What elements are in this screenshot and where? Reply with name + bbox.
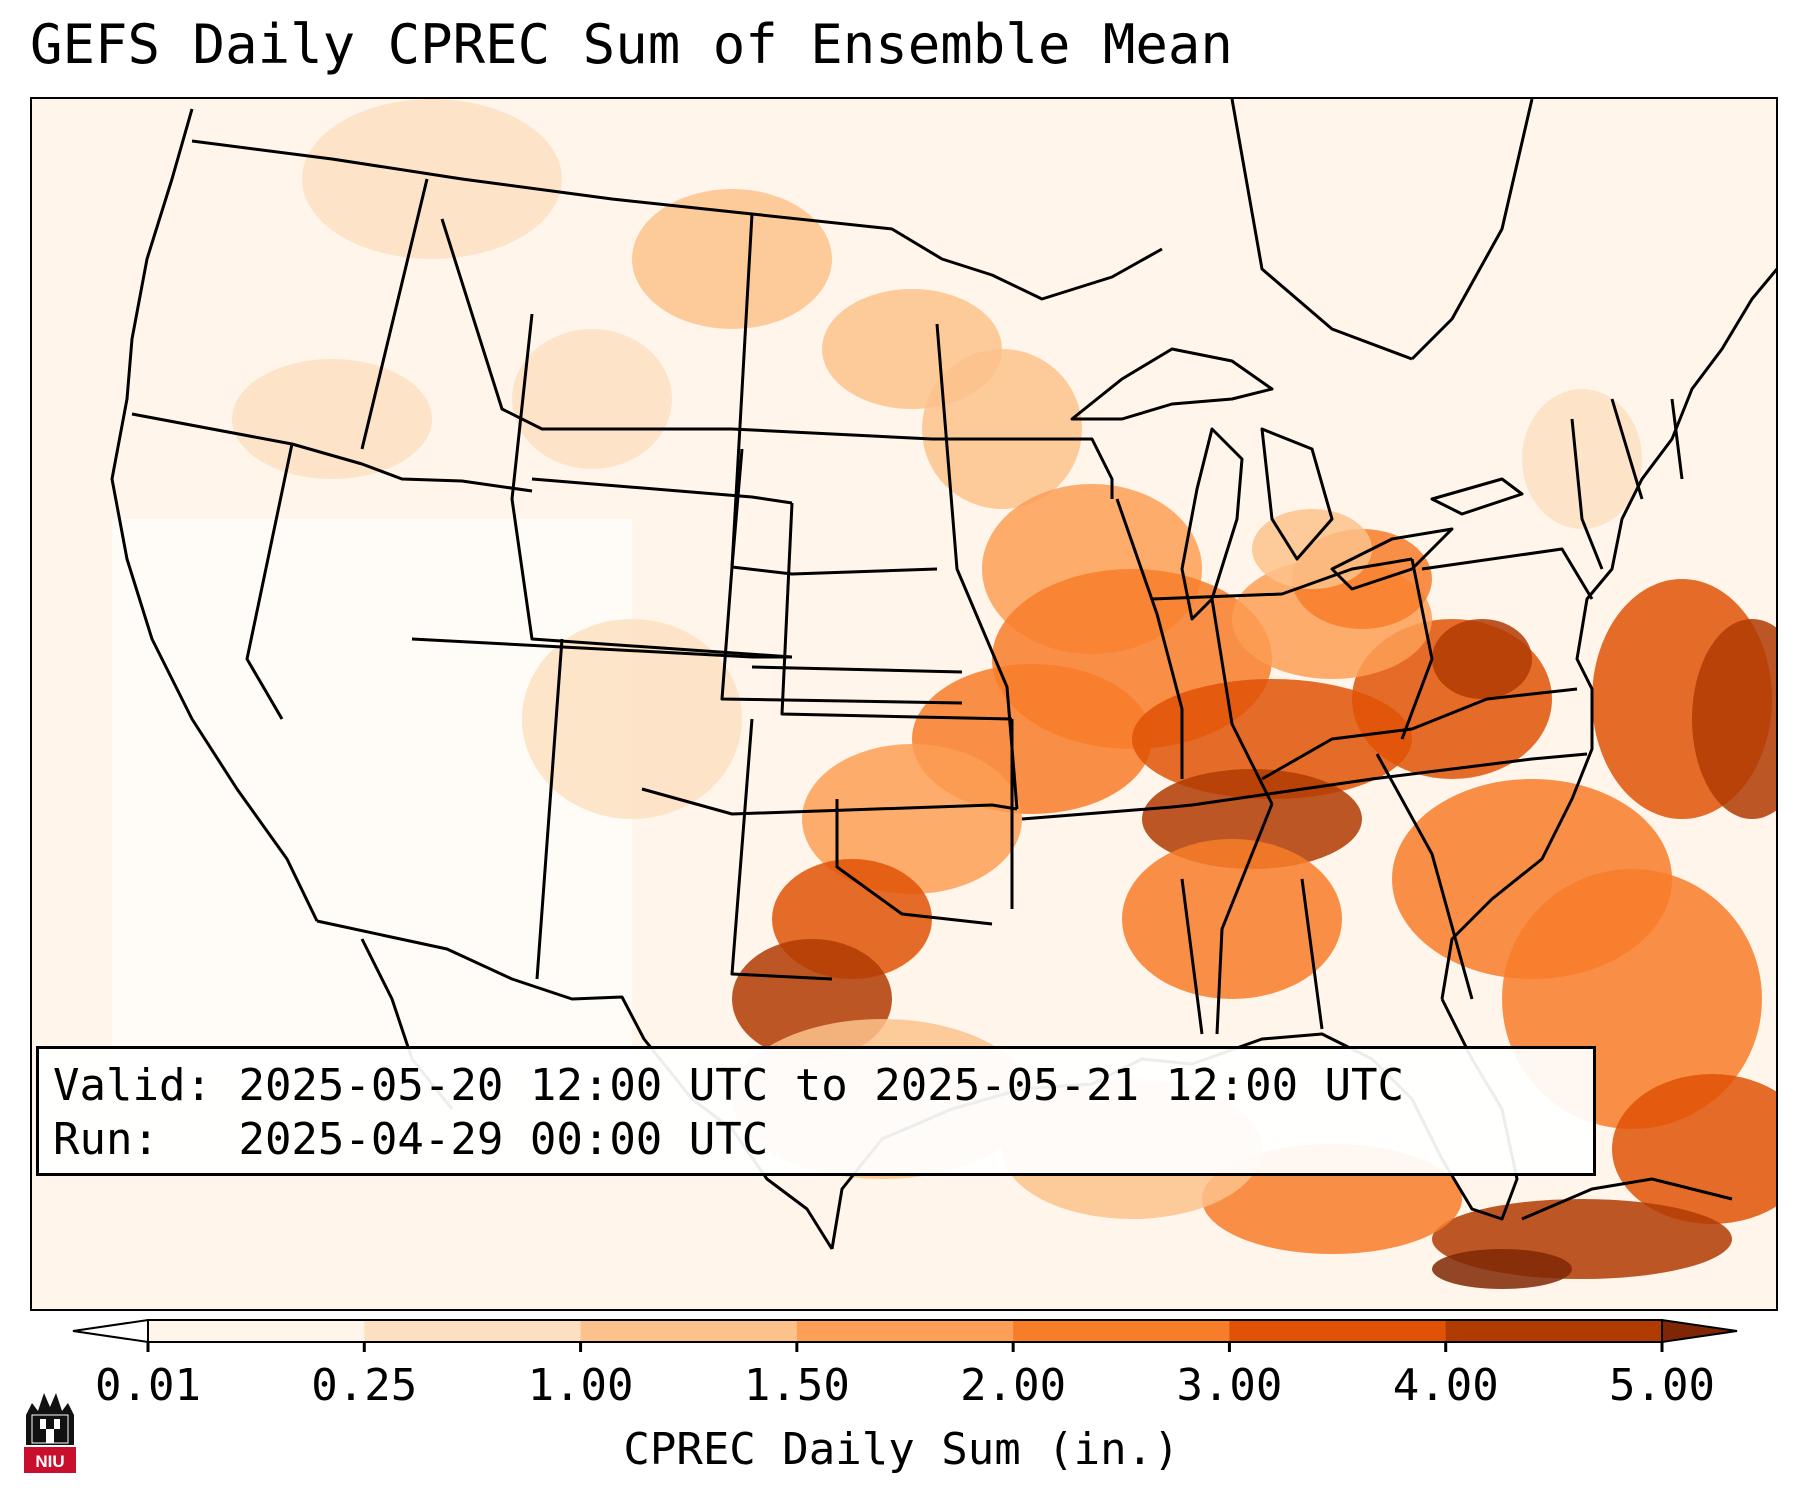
precip-cell: [1692, 619, 1776, 819]
colorbar-label: CPREC Daily Sum (in.): [623, 1424, 1180, 1475]
run-value: 2025-04-29 00:00 UTC: [238, 1114, 769, 1165]
precip-cell: [1432, 619, 1532, 699]
precip-cell: [1122, 839, 1342, 999]
colorbar-over-extend: [1661, 1318, 1738, 1344]
colorbar-segment: [1229, 1320, 1447, 1342]
chart-title: GEFS Daily CPREC Sum of Ensemble Mean: [30, 13, 1233, 76]
colorbar-tick-label: 5.00: [1609, 1360, 1715, 1411]
valid-run-info-box: Valid: 2025-05-20 12:00 UTC to 2025-05-2…: [36, 1046, 1596, 1176]
colorbar-tick-label: 1.00: [527, 1360, 634, 1411]
lake-huron: [1260, 427, 1334, 561]
lake-ontario: [1430, 477, 1524, 516]
colorbar-segment: [580, 1320, 798, 1342]
colorbar-tick-label: 1.50: [743, 1360, 850, 1411]
lake-erie: [1330, 527, 1454, 591]
colorbar-segment: [148, 1320, 365, 1342]
colorbar-tick-label: 0.01: [95, 1360, 201, 1411]
colorbar-under-extend: [72, 1318, 149, 1344]
precip-cell: [522, 619, 742, 819]
colorbar-tick-label: 4.00: [1392, 1360, 1499, 1411]
colorbar-tick-label: 2.00: [960, 1360, 1067, 1411]
precip-cell: [922, 349, 1082, 509]
run-label: Run:: [53, 1114, 159, 1165]
precip-cell: [632, 189, 832, 329]
precip-light-region: [112, 519, 632, 1079]
lake-superior: [1070, 347, 1274, 421]
colorbar-outline: [147, 1319, 1663, 1343]
state-borders: [110, 99, 1776, 1250]
valid-label: Valid:: [53, 1060, 212, 1111]
colorbar-tick-label: 3.00: [1176, 1360, 1283, 1411]
valid-value: 2025-05-20 12:00 UTC to 2025-05-21 12:00…: [238, 1060, 1405, 1111]
colorbar-segment: [1445, 1320, 1663, 1342]
niu-logo: NIU: [24, 1393, 76, 1473]
east-coast: [1440, 268, 1776, 1000]
precip-cell: [1612, 1074, 1776, 1224]
colorbar-segment: [364, 1320, 582, 1342]
us-west-coast: [110, 108, 319, 922]
precip-cell: [302, 99, 562, 259]
precip-cell: [802, 744, 1022, 894]
us-mexico-border: [316, 919, 834, 1250]
colorbar: [72, 1318, 1738, 1352]
precip-cell: [1432, 1249, 1572, 1289]
lake-michigan: [1180, 427, 1244, 621]
precip-cell: [1522, 389, 1642, 529]
colorbar-segment: [1013, 1320, 1230, 1342]
precip-cell: [512, 329, 672, 469]
us-north-border: [191, 139, 1163, 301]
colorbar-tick-label: 0.25: [311, 1360, 418, 1411]
precip-cell: [1132, 679, 1412, 799]
colorbar-segment: [796, 1320, 1014, 1342]
precip-cell: [1252, 509, 1372, 589]
logo-text: NIU: [35, 1452, 64, 1471]
precip-cell: [232, 359, 432, 479]
